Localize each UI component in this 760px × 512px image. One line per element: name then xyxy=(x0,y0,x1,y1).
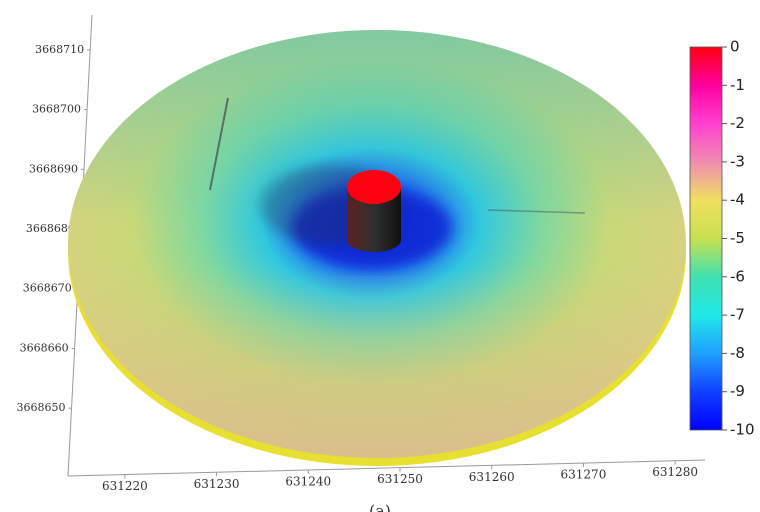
colorbar-tick-label: -8 xyxy=(730,344,745,362)
colorbar-tick-label: -5 xyxy=(730,229,745,247)
y-tick-label: 3668690 xyxy=(29,162,78,175)
x-tick-label: 631230 xyxy=(194,477,240,491)
colorbar-tick-label: -9 xyxy=(730,382,745,400)
colorbar-tick-label: -2 xyxy=(730,114,745,132)
colorbar-tick-label: -4 xyxy=(730,191,745,209)
x-tick-label: 631270 xyxy=(561,468,607,482)
colorbar-tick-label: -6 xyxy=(730,267,745,285)
x-tick-label: 631260 xyxy=(469,470,515,484)
x-tick-label: 631280 xyxy=(652,465,698,479)
colorbar-tick-label: -7 xyxy=(730,306,745,324)
y-tick-label: 3668650 xyxy=(17,401,66,414)
colorbar-tick-label: -1 xyxy=(730,76,745,94)
y-tick-label: 3668680 xyxy=(26,222,75,235)
pile-top xyxy=(347,170,401,204)
x-tick-label: 631240 xyxy=(285,474,331,488)
y-tick-label: 3668710 xyxy=(35,43,84,56)
caption: (a) xyxy=(369,502,391,512)
colorbar-tick-label: -3 xyxy=(730,152,745,170)
colorbar-tick-label: -10 xyxy=(730,421,755,439)
chart: 3668650 3668660 3668670 3668680 3668690 36687… xyxy=(0,0,760,512)
y-tick-label: 3668660 xyxy=(20,341,69,354)
pile xyxy=(347,170,401,252)
colorbar xyxy=(690,47,722,430)
x-tick-label: 631220 xyxy=(102,479,148,493)
y-tick-label: 3668700 xyxy=(32,103,81,116)
colorbar-tick-label: 0 xyxy=(730,38,740,56)
y-tick-label: 3668670 xyxy=(23,282,72,295)
x-tick-label: 631250 xyxy=(377,472,423,486)
